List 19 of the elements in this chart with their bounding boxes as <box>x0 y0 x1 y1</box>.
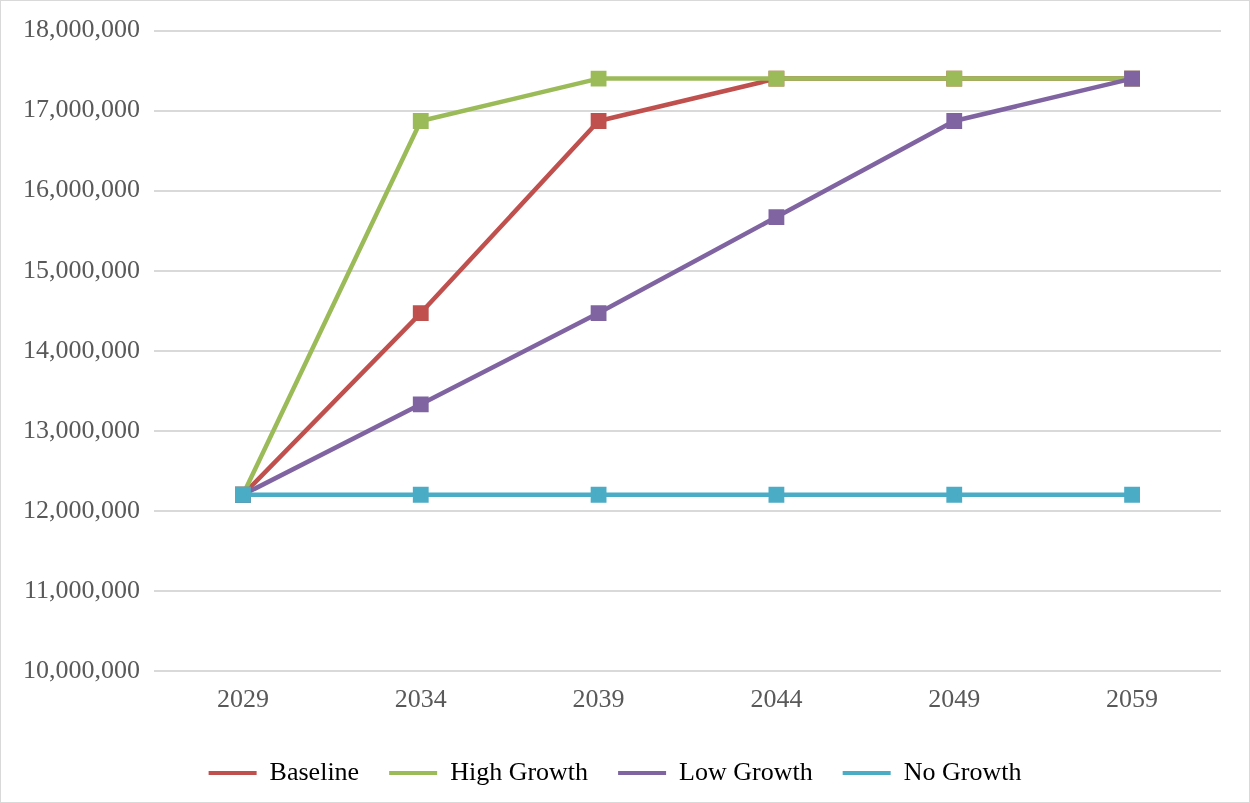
x-tick-label: 2029 <box>216 684 269 714</box>
y-tick-label: 17,000,000 <box>23 94 140 124</box>
y-tick-label: 18,000,000 <box>23 14 140 44</box>
x-tick-label: 2059 <box>1106 684 1159 714</box>
y-tick-label: 11,000,000 <box>23 574 140 604</box>
x-tick-label: 2044 <box>750 684 803 714</box>
x-tick-label: 2039 <box>572 684 625 714</box>
x-tick-label: 2049 <box>928 684 981 714</box>
y-tick-label: 14,000,000 <box>23 334 140 364</box>
x-tick-label: 2034 <box>394 684 447 714</box>
legend-label: No Growth <box>903 756 1022 786</box>
y-tick-label: 10,000,000 <box>23 654 140 684</box>
y-tick-label: 15,000,000 <box>23 254 140 284</box>
y-tick-label: 16,000,000 <box>23 174 140 204</box>
y-tick-label: 12,000,000 <box>23 494 140 524</box>
legend-label: High Growth <box>450 756 589 786</box>
legend-label: Low Growth <box>679 756 813 786</box>
legend-label: Baseline <box>269 756 360 786</box>
y-tick-label: 13,000,000 <box>23 414 140 444</box>
